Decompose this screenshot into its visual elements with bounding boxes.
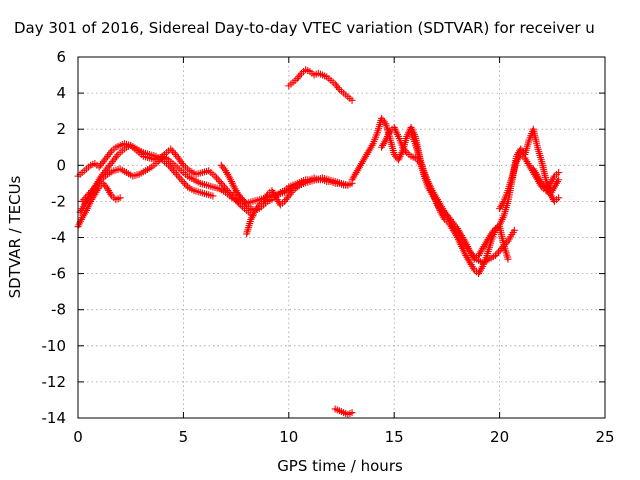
y-tick-label: -10 [42, 337, 67, 355]
x-tick-label: 15 [385, 428, 404, 446]
data-point [219, 181, 227, 189]
data-point [216, 178, 224, 186]
tick-marks [77, 56, 606, 419]
data-point [180, 179, 188, 187]
y-tick-label: 0 [56, 156, 66, 174]
y-tick-label: -2 [51, 192, 66, 210]
chart-title: Day 301 of 2016, Sidereal Day-to-day VTE… [14, 19, 595, 37]
y-tick-label: -6 [51, 265, 66, 283]
data-points [74, 66, 563, 418]
x-tick-label: 10 [279, 428, 298, 446]
data-point [504, 255, 512, 263]
x-tick-label: 20 [490, 428, 509, 446]
data-point [293, 183, 301, 191]
y-axis-label: SDTVAR / TECUs [6, 175, 24, 298]
data-point [177, 176, 185, 184]
data-point [510, 226, 518, 234]
data-point [214, 176, 222, 184]
grid [78, 57, 605, 418]
data-point [213, 174, 221, 182]
y-tick-label: -12 [42, 373, 67, 391]
y-tick-labels: 6 4 2 0 -2 -4 -6 -8 -10 -12 -14 [42, 48, 67, 427]
x-tick-label: 5 [179, 428, 189, 446]
data-point [344, 181, 352, 189]
x-tick-labels: 0 5 10 15 20 25 [73, 428, 614, 446]
data-point [555, 194, 563, 202]
data-point [209, 192, 217, 200]
x-axis-label: GPS time / hours [277, 457, 403, 475]
y-tick-label: 4 [56, 84, 66, 102]
plot-frame [77, 56, 606, 419]
data-point [168, 165, 176, 173]
data-point [176, 174, 184, 182]
data-point [348, 409, 356, 417]
data-point [555, 176, 563, 184]
data-point [168, 147, 176, 155]
data-point [174, 172, 182, 180]
y-tick-label: -4 [51, 229, 66, 247]
data-point [179, 178, 187, 186]
data-point [555, 169, 563, 177]
x-tick-label: 25 [595, 428, 614, 446]
data-point [157, 154, 165, 162]
y-tick-label: 6 [56, 48, 66, 66]
y-tick-label: -14 [42, 409, 67, 427]
data-point [170, 149, 178, 157]
data-point [169, 167, 177, 175]
data-point [116, 194, 124, 202]
y-tick-label: 2 [56, 120, 66, 138]
data-point [496, 246, 504, 254]
y-tick-label: -8 [51, 301, 66, 319]
data-point [221, 183, 229, 191]
data-point [348, 96, 356, 104]
x-tick-label: 0 [73, 428, 83, 446]
data-point [495, 248, 503, 256]
